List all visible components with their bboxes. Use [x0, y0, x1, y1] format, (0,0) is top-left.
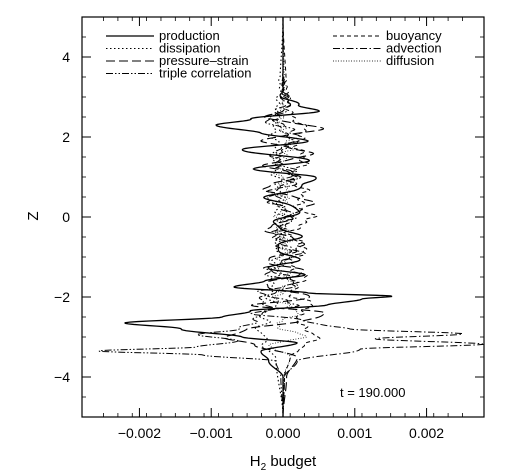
- x-tick-label: 0.001: [337, 425, 372, 441]
- legend: productiondissipationpressure–straintrip…: [106, 28, 442, 81]
- x-axis-label-main: H: [250, 453, 261, 470]
- x-axis-label-subscript: 2: [261, 462, 267, 473]
- legend-label: pressure–strain: [159, 53, 249, 68]
- y-tick-label: 2: [62, 129, 70, 145]
- x-tick-label: −0.001: [190, 425, 233, 441]
- legend-label: triple correlation: [159, 66, 252, 81]
- legend-label: advection: [386, 41, 442, 56]
- y-tick-label: 0: [62, 209, 70, 225]
- series-line-dissipation: [254, 17, 287, 417]
- x-tick-label: −0.002: [118, 425, 161, 441]
- x-axis-label-rest: budget: [266, 453, 317, 470]
- legend-label: diffusion: [386, 53, 434, 68]
- legend-label: dissipation: [159, 41, 220, 56]
- y-tick-label: −2: [54, 289, 70, 305]
- annotation-time: t = 190.000: [340, 385, 405, 400]
- series-line-production: [124, 17, 393, 417]
- series-line-advection: [250, 17, 484, 417]
- y-tick-label: −4: [54, 369, 70, 385]
- series-line-diffusion: [268, 17, 308, 417]
- plot-area: [98, 17, 484, 417]
- series-line-buoyancy: [282, 17, 321, 417]
- legend-label: buoyancy: [386, 28, 442, 43]
- x-tick-label: 0.002: [409, 425, 444, 441]
- x-axis-label: H2 budget: [250, 453, 317, 473]
- y-axis-label: Z: [25, 211, 42, 220]
- x-tick-label: 0.000: [265, 425, 300, 441]
- series-line-pressure-strain: [223, 17, 326, 417]
- y-tick-label: 4: [62, 49, 70, 65]
- axes: −0.002 −0.001 0.000 0.001 0.002 −4 −2 0 2 4: [54, 16, 485, 441]
- legend-label: production: [159, 28, 220, 43]
